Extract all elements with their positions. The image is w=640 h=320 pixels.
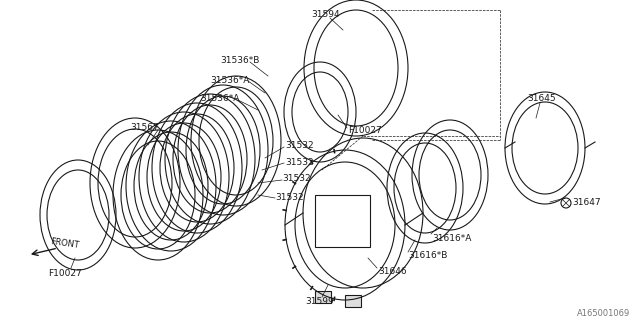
Text: F10027: F10027: [48, 269, 82, 278]
Text: 31532: 31532: [282, 173, 310, 182]
Text: F10027: F10027: [348, 125, 381, 134]
Text: 31532: 31532: [275, 193, 303, 202]
Text: 31567: 31567: [130, 123, 159, 132]
Text: 31646: 31646: [378, 268, 406, 276]
Text: 31536*A: 31536*A: [200, 93, 239, 102]
Text: 31616*A: 31616*A: [432, 234, 472, 243]
Text: 31532: 31532: [285, 140, 314, 149]
FancyBboxPatch shape: [345, 295, 361, 307]
Text: 31616*B: 31616*B: [408, 251, 447, 260]
Text: 31647: 31647: [572, 197, 600, 206]
Text: 31645: 31645: [527, 93, 556, 102]
Text: A165001069: A165001069: [577, 308, 630, 317]
Text: 31532: 31532: [285, 157, 314, 166]
Text: 31594: 31594: [312, 10, 340, 19]
Text: 31536*A: 31536*A: [210, 76, 250, 84]
FancyBboxPatch shape: [315, 291, 331, 303]
Text: FRONT: FRONT: [50, 237, 80, 251]
Text: 31536*B: 31536*B: [220, 55, 259, 65]
Text: 31599: 31599: [306, 298, 334, 307]
